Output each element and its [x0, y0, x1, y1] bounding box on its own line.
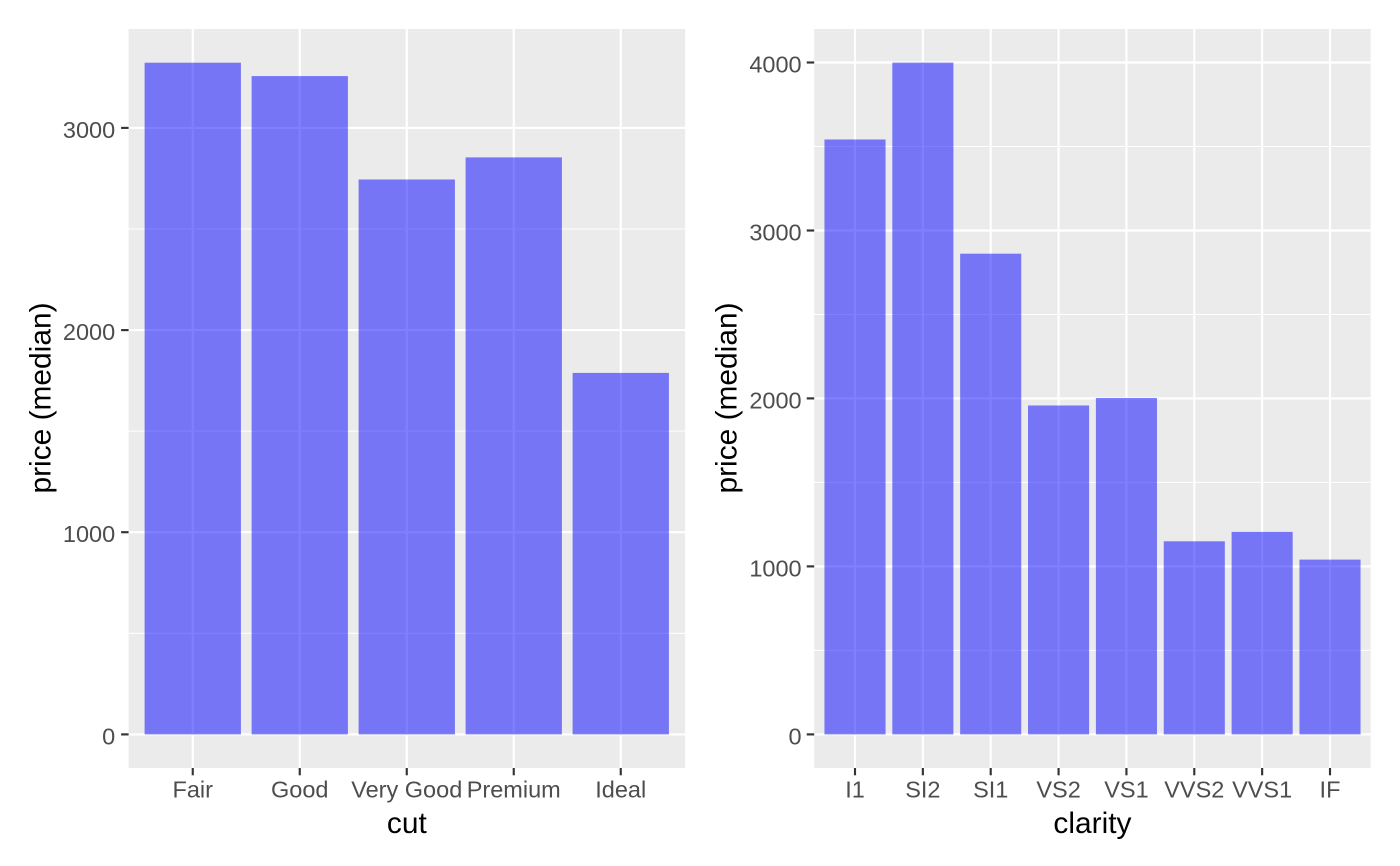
svg-text:Very Good: Very Good	[351, 777, 462, 803]
svg-text:SI1: SI1	[973, 777, 1008, 803]
svg-text:IF: IF	[1320, 777, 1341, 803]
svg-text:VVS1: VVS1	[1232, 777, 1292, 803]
svg-text:SI2: SI2	[905, 777, 940, 803]
svg-text:1000: 1000	[63, 521, 115, 547]
svg-text:Fair: Fair	[173, 777, 214, 803]
svg-text:0: 0	[102, 723, 115, 749]
svg-text:VS2: VS2	[1036, 777, 1080, 803]
svg-text:2000: 2000	[63, 319, 115, 345]
svg-text:2000: 2000	[749, 387, 801, 413]
svg-text:I1: I1	[845, 777, 865, 803]
svg-text:0: 0	[789, 723, 802, 749]
svg-text:3000: 3000	[63, 117, 115, 143]
svg-text:cut: cut	[387, 807, 428, 840]
svg-text:1000: 1000	[749, 555, 801, 581]
svg-text:VS1: VS1	[1104, 777, 1148, 803]
svg-text:price (median): price (median)	[25, 302, 58, 493]
svg-text:VVS2: VVS2	[1164, 777, 1224, 803]
svg-text:Premium: Premium	[467, 777, 561, 803]
svg-text:4000: 4000	[749, 51, 801, 77]
svg-text:Good: Good	[271, 777, 329, 803]
svg-text:clarity: clarity	[1053, 807, 1131, 840]
svg-text:3000: 3000	[749, 219, 801, 245]
svg-text:price (median): price (median)	[711, 302, 744, 493]
svg-text:Ideal: Ideal	[595, 777, 646, 803]
